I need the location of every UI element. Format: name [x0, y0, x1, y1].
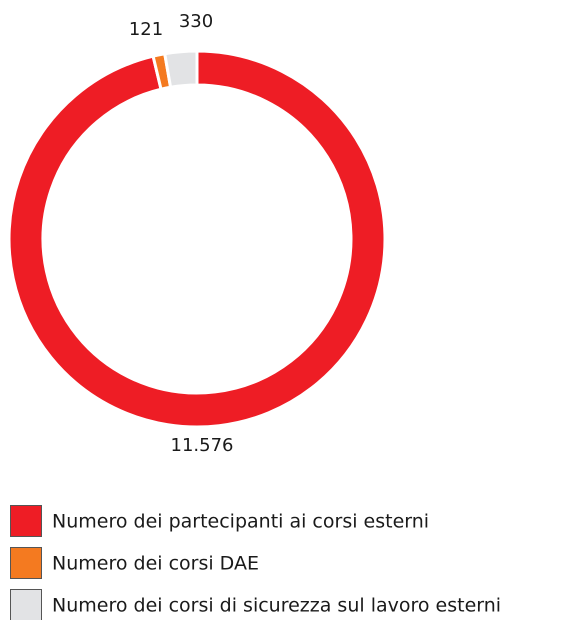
value-label: 121 [129, 19, 163, 40]
legend-label: Numero dei corsi DAE [52, 553, 259, 575]
value-label: 11.576 [171, 435, 234, 456]
donut-segment [163, 49, 199, 90]
legend-swatch [10, 589, 42, 620]
legend-label: Numero dei corsi di sicurezza sul lavoro… [52, 595, 501, 617]
legend-swatch [10, 505, 42, 537]
legend-swatch [10, 547, 42, 579]
donut-segment [7, 49, 387, 429]
legend-label: Numero dei partecipanti ai corsi esterni [52, 511, 429, 533]
value-label: 330 [179, 11, 213, 32]
